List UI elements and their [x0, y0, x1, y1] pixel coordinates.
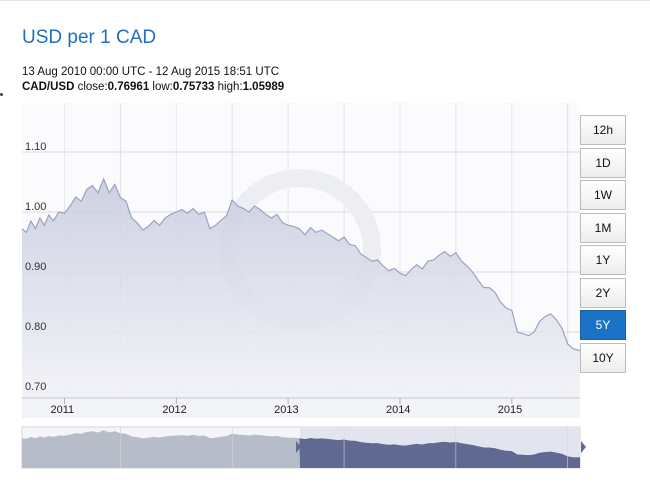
close-value: 0.76961	[107, 81, 150, 93]
x-tick-label: 2015	[498, 404, 522, 416]
top-divider	[0, 0, 650, 1]
x-tick-label: 2014	[386, 404, 410, 416]
range-button-2y[interactable]: 2Y	[580, 277, 626, 308]
date-range: 13 Aug 2010 00:00 UTC - 12 Aug 2015 18:5…	[22, 66, 280, 78]
y-tick-label: 0.90	[25, 261, 46, 273]
low-label: low:	[152, 81, 173, 93]
navigator-area-out-of-range	[22, 430, 300, 468]
range-button-1m[interactable]: 1M	[580, 212, 626, 243]
rate-stats: CAD/USD close:0.76961 low:0.75733 high:1…	[22, 81, 284, 93]
y-tick-label: 1.00	[25, 201, 46, 213]
rate-area	[22, 179, 580, 398]
x-tick-label: 2011	[50, 404, 74, 416]
pair-label: CAD/USD	[22, 81, 75, 93]
close-label: close:	[77, 81, 108, 93]
range-button-5y[interactable]: 5Y	[580, 310, 626, 340]
range-button-12h[interactable]: 12h	[580, 115, 626, 145]
rate-line	[21, 177, 581, 352]
y-tick-label: 0.70	[25, 381, 46, 393]
range-button-1w[interactable]: 1W	[580, 180, 626, 210]
range-button-1y[interactable]: 1Y	[580, 245, 626, 275]
navigator-right-handle	[581, 441, 586, 453]
bullet-mark	[0, 93, 3, 96]
range-button-1d[interactable]: 1D	[580, 147, 626, 178]
x-axis-band	[22, 398, 580, 418]
high-label: high:	[217, 81, 243, 93]
page-title: USD per 1 CAD	[22, 27, 157, 48]
range-button-10y[interactable]: 10Y	[580, 342, 626, 373]
x-tick-label: 2013	[274, 404, 298, 416]
navigator-left-handle	[296, 441, 301, 453]
x-tick-label: 2012	[162, 404, 186, 416]
low-value: 0.75733	[172, 81, 215, 93]
navigator-area-selected	[299, 438, 580, 468]
y-tick-label: 1.10	[25, 141, 46, 153]
y-tick-label: 0.80	[25, 321, 46, 333]
high-value: 1.05989	[242, 81, 285, 93]
range-button-group: 12h 1D 1W 1M 1Y 2Y 5Y 10Y	[580, 115, 626, 375]
